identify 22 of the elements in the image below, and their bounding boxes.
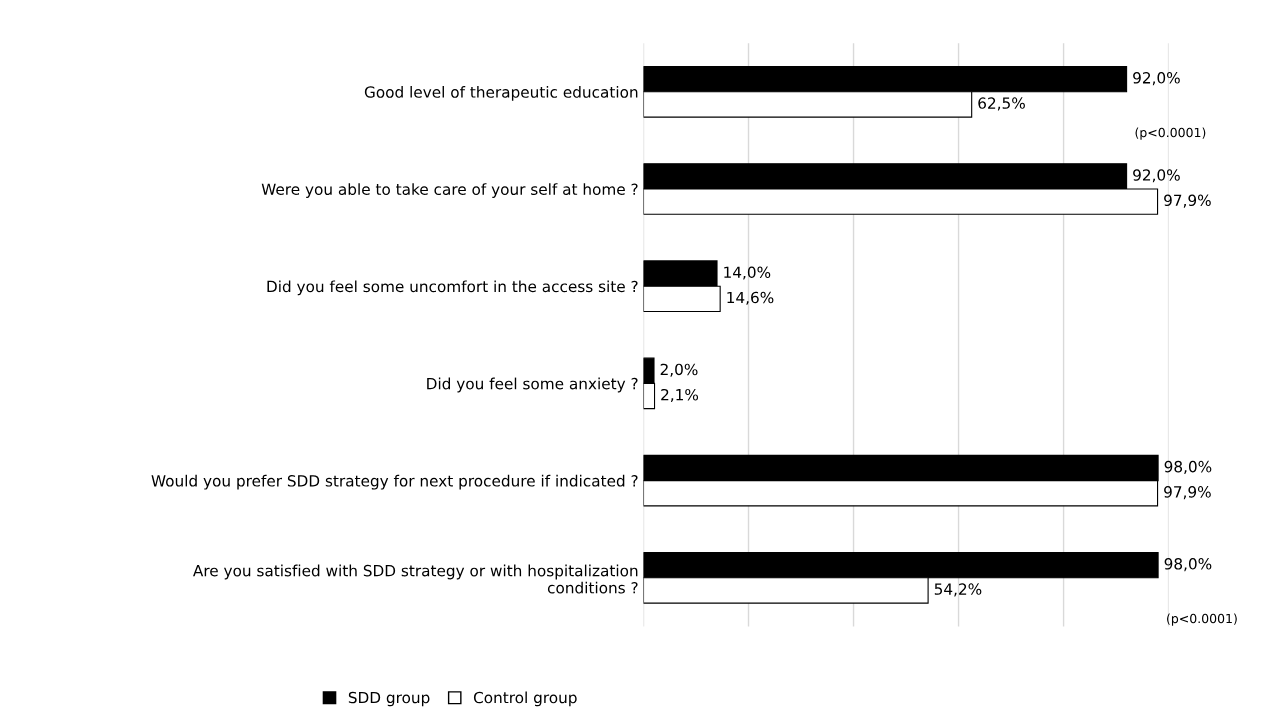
data-label: 98,0% [1164,558,1212,572]
y-tick-label: Did you feel some uncomfort in the access site ? [267,280,638,296]
data-label: 62,5% [978,97,1025,111]
data-label: 98,0% [1164,460,1212,474]
data-label: 92,0% [1133,169,1180,183]
data-label: 2,0% [660,363,698,377]
legend-label: Control group [473,691,577,707]
y-tick-label: Good level of therapeutic education [364,86,638,101]
y-tick-label: Did you feel some anxiety ? [427,377,638,393]
data-label: 54,2% [934,583,982,597]
data-label: 97,9% [1164,486,1211,500]
data-label: 14,6% [727,291,774,305]
data-label: 14,0% [724,266,771,280]
legend-label: SDD group [348,691,430,707]
y-tick-label: Were you able to take care of your self at home ? [261,183,638,198]
data-label: 92,0% [1133,72,1180,86]
data-label: 97,9% [1164,194,1211,208]
annotation: (p<0.0001) [1135,127,1206,140]
annotation: (p<0.0001) [1167,613,1237,626]
y-tick-label: Would you prefer SDD strategy for next procedure if indicated ? [151,474,638,490]
data-label: 2,1% [661,388,699,403]
y-tick-label: Are you satisfied with SDD strategy or with hospitalization conditions ? [193,564,638,594]
